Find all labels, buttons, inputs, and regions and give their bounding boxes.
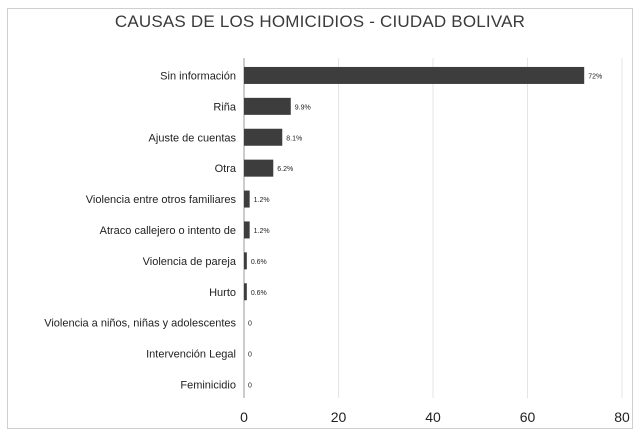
data-label: 0 bbox=[248, 352, 252, 359]
data-label: 1.2% bbox=[254, 197, 270, 204]
category-label: Sin información bbox=[160, 70, 236, 82]
data-label: 0 bbox=[248, 321, 252, 328]
data-label: 0.6% bbox=[251, 290, 267, 297]
bar bbox=[244, 97, 291, 115]
category-label: Feminicidio bbox=[180, 379, 236, 391]
bar bbox=[244, 252, 247, 270]
data-label: 0 bbox=[248, 382, 252, 389]
data-label: 8.1% bbox=[286, 135, 302, 142]
category-label: Hurto bbox=[209, 287, 236, 299]
category-label: Ajuste de cuentas bbox=[149, 132, 237, 144]
category-label: Violencia a niños, niñas y adolescentes bbox=[44, 318, 236, 330]
data-label: 6.2% bbox=[277, 166, 293, 173]
x-tick-label: 40 bbox=[425, 409, 441, 425]
data-label: 0.6% bbox=[251, 259, 267, 266]
category-label: Violencia de pareja bbox=[143, 256, 237, 268]
x-tick-label: 60 bbox=[520, 409, 536, 425]
category-label: Atraco callejero o intento de bbox=[100, 225, 236, 237]
data-label: 9.9% bbox=[295, 104, 311, 111]
category-label: Violencia entre otros familiares bbox=[86, 194, 237, 206]
category-label: Intervención Legal bbox=[146, 349, 236, 361]
data-label: 72% bbox=[588, 73, 602, 80]
bar bbox=[244, 221, 250, 239]
bar bbox=[244, 190, 250, 208]
bar bbox=[244, 128, 283, 146]
data-label: 1.2% bbox=[254, 228, 270, 235]
category-label: Riña bbox=[213, 101, 237, 113]
x-tick-label: 80 bbox=[614, 409, 630, 425]
bar bbox=[244, 159, 274, 177]
bar bbox=[244, 66, 585, 84]
category-label: Otra bbox=[215, 163, 237, 175]
chart-title: CAUSAS DE LOS HOMICIDIOS - CIUDAD BOLIVA… bbox=[114, 12, 526, 31]
x-tick-label: 20 bbox=[331, 409, 347, 425]
x-tick-label: 0 bbox=[240, 409, 248, 425]
bar bbox=[244, 283, 247, 301]
